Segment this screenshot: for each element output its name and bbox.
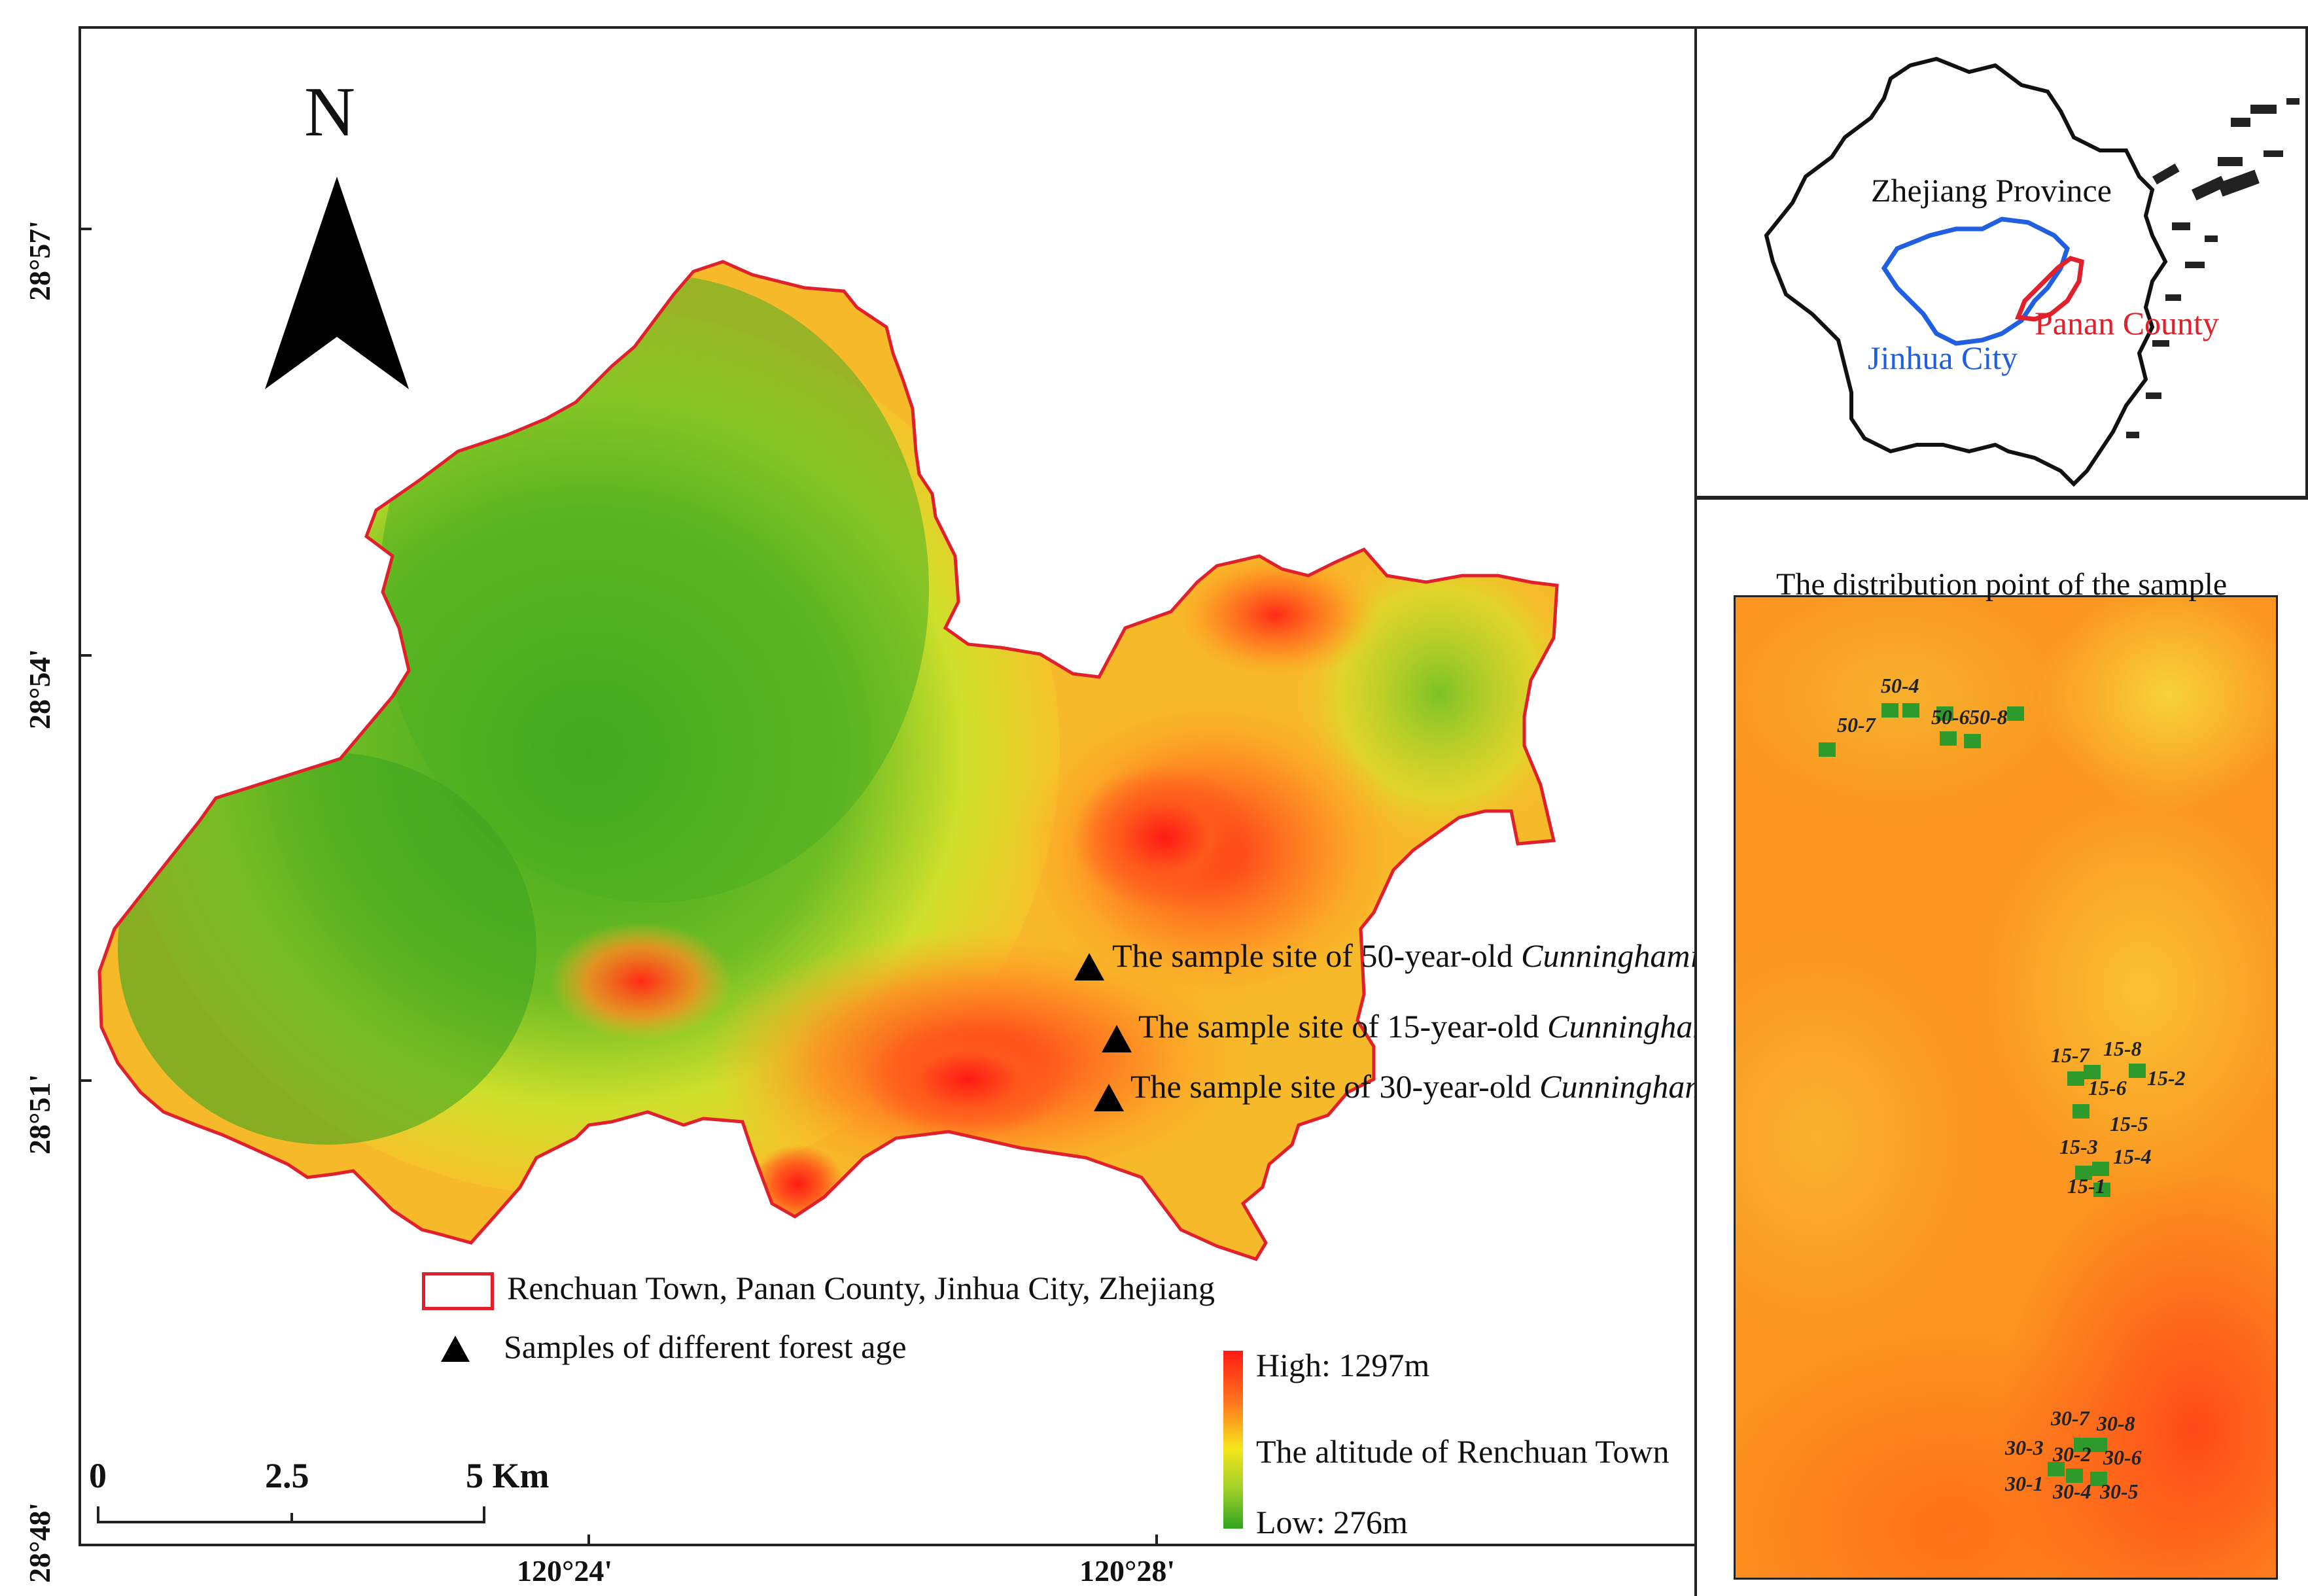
triangle-icon [1094,1084,1124,1111]
distribution-title: The distribution point of the sample [1776,567,2228,602]
sample-point-label: 30-7 [2051,1406,2089,1430]
sample-point-label: 30-8 [2097,1412,2135,1435]
sample-point-label: 15-1 [2067,1174,2106,1198]
lat-tick-label: 28°57' [23,220,56,301]
north-arrow-icon [265,177,409,389]
sample-point-label: 15-4 [2113,1145,2152,1168]
triangle-icon [1074,953,1104,980]
sample-point-label: 15-6 [2088,1076,2127,1100]
north-label: N [304,73,355,151]
sample-point [2129,1064,2146,1078]
sample-point-label: 50-4 [1881,674,1919,697]
site-label-50-prefix: The sample site of 50-year-old [1112,937,1522,974]
lat-tick-mark [81,228,92,230]
sample-point [1936,706,1953,721]
legend-boundary-swatch [422,1272,494,1310]
sample-point-label: 30-1 [2005,1472,2044,1495]
altitude-color-ramp [1223,1351,1243,1529]
distribution-raster [1734,595,2278,1580]
lat-tick-label: 28°48' [23,1502,56,1583]
legend-samples-label: Samples of different forest age [504,1328,907,1365]
province-label: Zhejiang Province [1871,172,2112,209]
sample-point-label: 15-8 [2103,1037,2142,1060]
scale-bar [97,1506,485,1523]
sample-point-label: 30-4 [2053,1480,2091,1503]
sample-point-label: 15-3 [2059,1135,2098,1158]
scale-label-5km: 5 Km [466,1456,550,1495]
lon-tick-label: 120°24' [517,1554,613,1587]
sample-point [2072,1104,2089,1119]
sample-point [2007,706,2024,721]
lat-tick-label: 28°54' [23,648,56,729]
sample-point [2075,1166,2092,1180]
sample-point-label: 30-3 [2005,1436,2044,1459]
scale-label-0: 0 [89,1456,107,1495]
sample-point [1819,742,1836,757]
sample-point-label: 15-7 [2051,1043,2089,1067]
sample-point-label: 15-5 [2110,1112,2148,1136]
sample-point [2092,1162,2109,1176]
lon-tick-mark [587,1535,590,1546]
zhejiang-province-map [1764,56,2299,487]
lon-tick-mark [1155,1535,1158,1546]
site-label-30-prefix: The sample site of 30-year-old [1130,1068,1540,1105]
altitude-title-label: The altitude of Renchuan Town [1256,1433,1670,1470]
sample-point [2074,1438,2091,1452]
sample-point [2090,1472,2107,1486]
site-label-15-prefix: The sample site of 15-year-old [1138,1008,1548,1045]
sample-point [2084,1065,2101,1079]
lat-tick-mark [81,1079,92,1082]
sample-point [1881,703,1898,718]
sample-point-label: 15-2 [2147,1066,2186,1090]
county-label: Panan County [2035,305,2219,341]
triangle-icon [1102,1025,1132,1052]
sample-point [2066,1468,2083,1483]
sample-point-label: 30-2 [2053,1442,2091,1466]
lat-tick-label: 28°51' [23,1073,56,1154]
sample-point [1940,731,1957,746]
city-label: Jinhua City [1868,339,2018,376]
sample-point-label: 50-7 [1837,713,1876,737]
lat-tick-mark [81,654,92,657]
sample-point [1964,734,1981,748]
sample-point-label: 30-5 [2100,1480,2139,1503]
sample-point-label: 30-6 [2103,1446,2142,1469]
altitude-high-label: High: 1297m [1256,1347,1430,1383]
inset-map-frame [1694,26,2308,498]
sample-point [2090,1438,2107,1452]
sample-point [2048,1462,2065,1476]
scale-label-2-5: 2.5 [265,1456,309,1495]
triangle-icon [441,1336,470,1362]
lon-tick-label: 120°28' [1079,1554,1176,1587]
altitude-low-label: Low: 276m [1256,1504,1408,1540]
sample-point [2067,1071,2084,1086]
sample-point [2093,1183,2110,1197]
sample-point-label: 50-8 [1969,705,2008,729]
sample-point-label: 50-6 [1931,705,1970,729]
sample-point [1902,703,1919,718]
legend-boundary-label: Renchuan Town, Panan County, Jinhua City… [507,1270,1215,1306]
